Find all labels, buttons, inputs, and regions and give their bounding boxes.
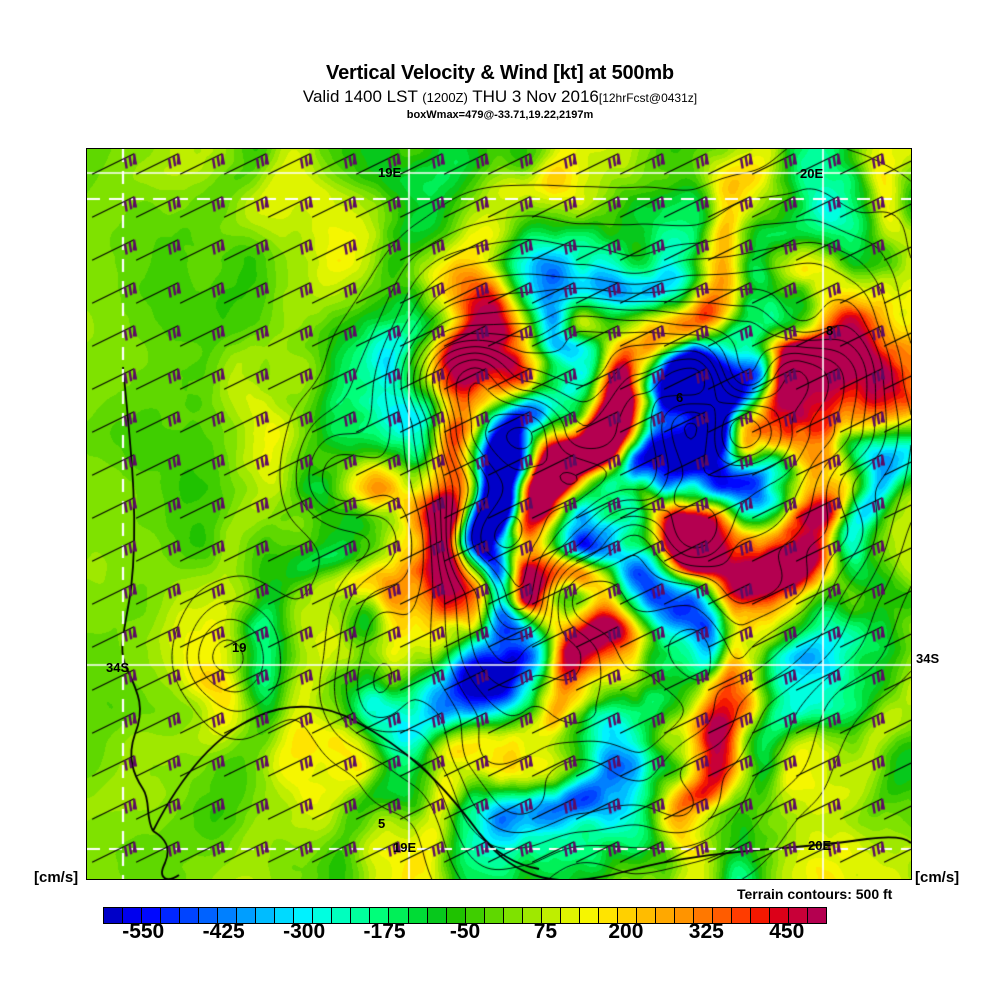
colorbar-tick-75: 75 (533, 920, 558, 943)
colorbar-segment-6 (218, 908, 238, 923)
colorbar-tick-200: 200 (608, 920, 644, 943)
map-grid-label-1: 20E (800, 166, 824, 181)
colorbar-segment-36 (789, 908, 809, 923)
colorbar-tick-325: 325 (688, 920, 724, 943)
colorbar-segment-9 (275, 908, 295, 923)
colorbar-segment-11 (313, 908, 333, 923)
map-grid-label-0: 19E (378, 165, 402, 180)
colorbar-segment-30 (674, 908, 694, 923)
colorbar-segment-4 (180, 908, 200, 923)
colorbar-tick-labels: -550 -425 -300 -175 -50 75 200 325 450 (0, 920, 1000, 950)
colorbar-segment-16 (408, 908, 428, 923)
colorbar-tick-450: 450 (769, 920, 805, 943)
map-grid-label-5: 34S (106, 660, 130, 675)
latitude-label-right: 34S (916, 651, 940, 666)
map-grid-label-6: 5 (378, 816, 386, 831)
valid-utc: (1200Z) (422, 90, 468, 105)
colorbar-segment-29 (655, 908, 675, 923)
forecast-tag: [12hrFcst@0431z] (598, 91, 698, 105)
colorbar-segment-14 (370, 908, 390, 923)
units-label-right: [cm/s] (915, 869, 960, 886)
colorbar-segment-1 (123, 908, 143, 923)
colorbar-segment-0 (104, 908, 124, 923)
colorbar-segment-8 (256, 908, 276, 923)
colorbar-segment-17 (427, 908, 447, 923)
colorbar-segment-5 (199, 908, 219, 923)
valid-date: THU 3 Nov 2016 (472, 87, 599, 106)
map-grid-label-2: 6 (676, 390, 684, 405)
map-grid-label-3: 8 (826, 323, 834, 338)
colorbar-segment-18 (446, 908, 466, 923)
colorbar-segment-27 (617, 908, 637, 923)
colorbar-segment-31 (693, 908, 713, 923)
colorbar-segments (103, 907, 827, 924)
colorbar-segment-33 (732, 908, 752, 923)
map-overlay-contours-winds (87, 149, 911, 879)
colorbar-segment-34 (751, 908, 771, 923)
colorbar-segment-24 (560, 908, 580, 923)
subtitle: Valid 1400 LST (1200Z) THU 3 Nov 2016[12… (0, 87, 1000, 108)
colorbar-segment-19 (465, 908, 485, 923)
colorbar-tick--300: -300 (283, 920, 326, 943)
map-grid-label-7: 19E (393, 840, 417, 855)
map-panel[interactable] (86, 148, 912, 880)
colorbar-tick--175: -175 (363, 920, 406, 943)
terrain-contour-note: Terrain contours: 500 ft (737, 886, 893, 902)
colorbar-segment-15 (389, 908, 409, 923)
colorbar-segment-28 (636, 908, 656, 923)
colorbar-segment-23 (541, 908, 561, 923)
title-block: Vertical Velocity & Wind [kt] at 500mb V… (0, 62, 1000, 121)
colorbar-segment-12 (332, 908, 352, 923)
page-title: Vertical Velocity & Wind [kt] at 500mb (326, 62, 674, 84)
colorbar-tick--425: -425 (202, 920, 245, 943)
colorbar-segment-13 (351, 908, 371, 923)
colorbar-segment-22 (522, 908, 542, 923)
colorbar-segment-21 (503, 908, 523, 923)
colorbar (103, 907, 827, 924)
colorbar-segment-3 (161, 908, 181, 923)
colorbar-segment-20 (484, 908, 504, 923)
colorbar-segment-10 (294, 908, 314, 923)
colorbar-segment-32 (713, 908, 733, 923)
valid-prefix: Valid 1400 LST (302, 87, 418, 106)
colorbar-segment-37 (808, 908, 827, 923)
box-stats: boxWmax=479@-33.71,19.22,2197m (406, 109, 594, 121)
map-grid-label-8: 20E (808, 838, 832, 853)
colorbar-segment-25 (579, 908, 599, 923)
units-label-left: [cm/s] (34, 869, 79, 886)
colorbar-tick--550: -550 (122, 920, 165, 943)
colorbar-segment-2 (142, 908, 162, 923)
colorbar-tick--50: -50 (449, 920, 481, 943)
map-grid-label-4: 19 (232, 640, 247, 655)
colorbar-segment-7 (237, 908, 257, 923)
colorbar-segment-35 (770, 908, 790, 923)
colorbar-segment-26 (598, 908, 618, 923)
